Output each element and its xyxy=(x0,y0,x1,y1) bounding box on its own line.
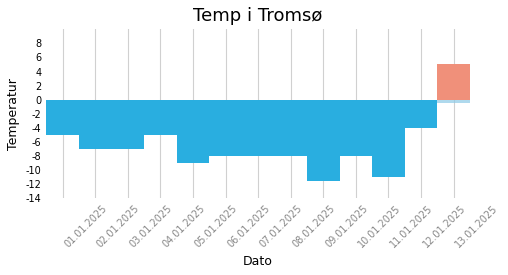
Bar xyxy=(79,100,111,149)
Bar xyxy=(144,100,177,135)
Bar xyxy=(437,65,470,100)
Bar xyxy=(307,100,339,181)
Bar xyxy=(372,100,405,177)
X-axis label: Dato: Dato xyxy=(243,255,273,268)
Y-axis label: Temperatur: Temperatur xyxy=(7,78,20,150)
Bar xyxy=(177,100,209,163)
Bar xyxy=(209,100,242,156)
Bar xyxy=(46,100,79,135)
Bar xyxy=(274,100,307,156)
Bar xyxy=(242,100,274,156)
Title: Temp i Tromsø: Temp i Tromsø xyxy=(194,7,323,25)
Bar xyxy=(437,100,470,103)
Bar xyxy=(111,100,144,149)
Bar xyxy=(405,100,437,128)
Bar xyxy=(339,100,372,156)
